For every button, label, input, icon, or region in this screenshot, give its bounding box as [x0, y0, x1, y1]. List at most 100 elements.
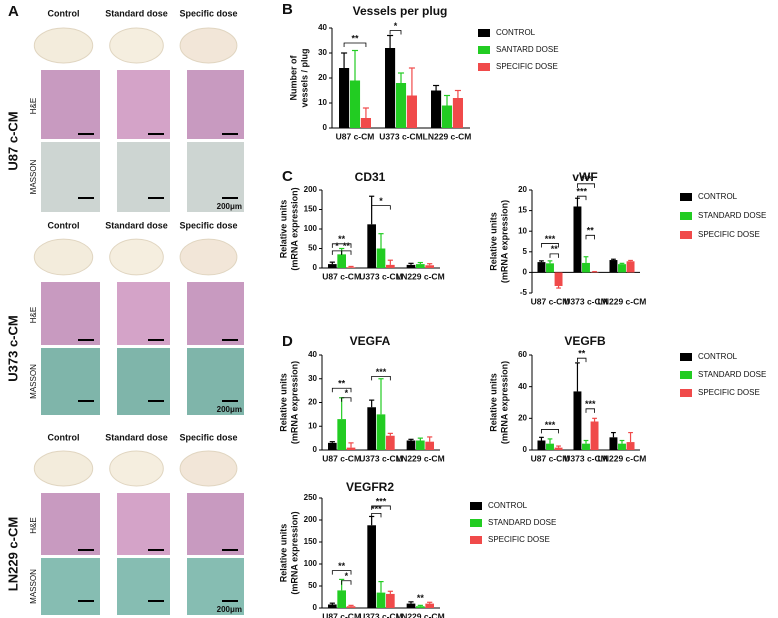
- legend-label: STANDARD DOSE: [698, 211, 766, 220]
- significance-bracket: [585, 234, 595, 240]
- significance-label: **: [338, 234, 346, 244]
- group-label: LN229 c-CM: [5, 517, 20, 591]
- y-tick-label: 60: [518, 350, 527, 359]
- legend-swatch: [680, 212, 692, 220]
- panel-label: C: [282, 168, 293, 185]
- y-tick-label: 0: [523, 445, 528, 454]
- bar: [385, 48, 396, 128]
- he-image: [41, 282, 100, 345]
- bar: [406, 264, 416, 268]
- panel-label: B: [282, 1, 293, 18]
- bar: [337, 254, 346, 268]
- x-tick-label: U373 c-CM: [379, 131, 422, 141]
- x-tick-label: U373 c-CM: [564, 453, 607, 463]
- significance-bracket: [389, 30, 402, 35]
- legend-swatch: [680, 371, 692, 379]
- masson-image: [187, 558, 244, 615]
- y-tick-label: 30: [308, 374, 317, 383]
- y-tick-label: 50: [308, 581, 317, 590]
- legend-swatch: [478, 63, 490, 71]
- significance-label: ***: [376, 496, 387, 506]
- y-tick-label: 0: [523, 268, 528, 277]
- bar: [618, 264, 626, 273]
- y-tick-label: 20: [318, 73, 327, 82]
- bar: [376, 414, 386, 450]
- significance-label: ***: [576, 187, 587, 197]
- masson-image: [117, 142, 170, 212]
- stain-label: H&E: [29, 98, 38, 114]
- y-tick-label: 10: [318, 98, 327, 107]
- y-tick-label: 0: [313, 263, 318, 272]
- y-axis-label: (mRNA expression): [499, 200, 509, 283]
- x-tick-label: LN229 c-CM: [396, 611, 445, 618]
- column-header: Specific dose: [179, 220, 237, 230]
- bar: [386, 264, 395, 268]
- legend-swatch: [478, 46, 490, 54]
- bar: [367, 407, 376, 450]
- significance-bracket: [341, 250, 352, 255]
- y-axis-label: Relative units: [278, 373, 288, 432]
- y-tick-label: 0: [323, 123, 328, 132]
- legend-label: STANDARD DOSE: [698, 370, 766, 379]
- scale-label: 200μm: [217, 405, 242, 414]
- he-image: [187, 493, 244, 555]
- bar: [416, 264, 425, 268]
- bar: [590, 421, 599, 450]
- column-header: Control: [48, 432, 80, 442]
- y-axis-label: (mRNA expression): [289, 511, 299, 594]
- x-tick-label: U373 c-CM: [359, 271, 402, 281]
- significance-bracket: [331, 250, 343, 255]
- plug-image: [33, 27, 94, 64]
- bar: [337, 419, 346, 450]
- significance-bracket: [549, 253, 559, 258]
- bar: [582, 262, 590, 273]
- significance-bracket: [577, 357, 587, 363]
- significance-label: ***: [581, 174, 592, 184]
- plug-image: [109, 238, 164, 276]
- y-tick-label: 150: [304, 537, 318, 546]
- significance-label: *: [335, 241, 339, 251]
- y-tick-label: 100: [304, 224, 318, 233]
- significance-label: **: [417, 593, 425, 603]
- y-tick-label: 150: [304, 205, 318, 214]
- y-tick-label: 30: [318, 48, 327, 57]
- x-tick-label: LN229 c-CM: [598, 453, 647, 463]
- significance-label: **: [338, 561, 346, 571]
- bar: [425, 441, 435, 450]
- significance-label: **: [351, 33, 359, 43]
- bar: [376, 248, 386, 268]
- bar: [537, 262, 546, 273]
- legend-label: SPECIFIC DOSE: [698, 388, 760, 397]
- significance-bracket: [577, 183, 595, 188]
- stain-label: H&E: [29, 517, 38, 533]
- bar: [609, 260, 618, 273]
- bar: [582, 443, 590, 450]
- legend-label: CONTROL: [698, 352, 738, 361]
- legend-label: CONTROL: [488, 501, 528, 510]
- x-tick-label: U87 c-CM: [322, 453, 361, 463]
- y-axis-label: Relative units: [278, 524, 288, 583]
- column-header: Control: [48, 220, 80, 230]
- significance-bracket: [331, 387, 352, 393]
- stain-label: H&E: [29, 307, 38, 323]
- significance-bracket: [341, 397, 352, 402]
- bar: [537, 440, 546, 450]
- significance-label: ***: [585, 399, 596, 409]
- bar: [346, 447, 356, 450]
- he-image: [41, 70, 100, 139]
- x-tick-label: LN229 c-CM: [423, 131, 472, 141]
- chart-title: VEGFA: [350, 334, 391, 348]
- legend-label: SPECIFIC DOSE: [698, 230, 760, 239]
- y-axis-label: (mRNA expression): [289, 187, 299, 270]
- bar: [618, 443, 626, 450]
- he-image: [117, 493, 170, 555]
- y-tick-label: 200: [304, 515, 318, 524]
- x-tick-label: U87 c-CM: [322, 611, 361, 618]
- chart-title: CD31: [355, 170, 386, 184]
- significance-label: ***: [371, 504, 382, 514]
- legend-label: CONTROL: [496, 28, 536, 37]
- bar: [406, 603, 416, 608]
- legend-swatch: [680, 231, 692, 239]
- masson-image: [117, 348, 170, 415]
- bar: [337, 590, 346, 608]
